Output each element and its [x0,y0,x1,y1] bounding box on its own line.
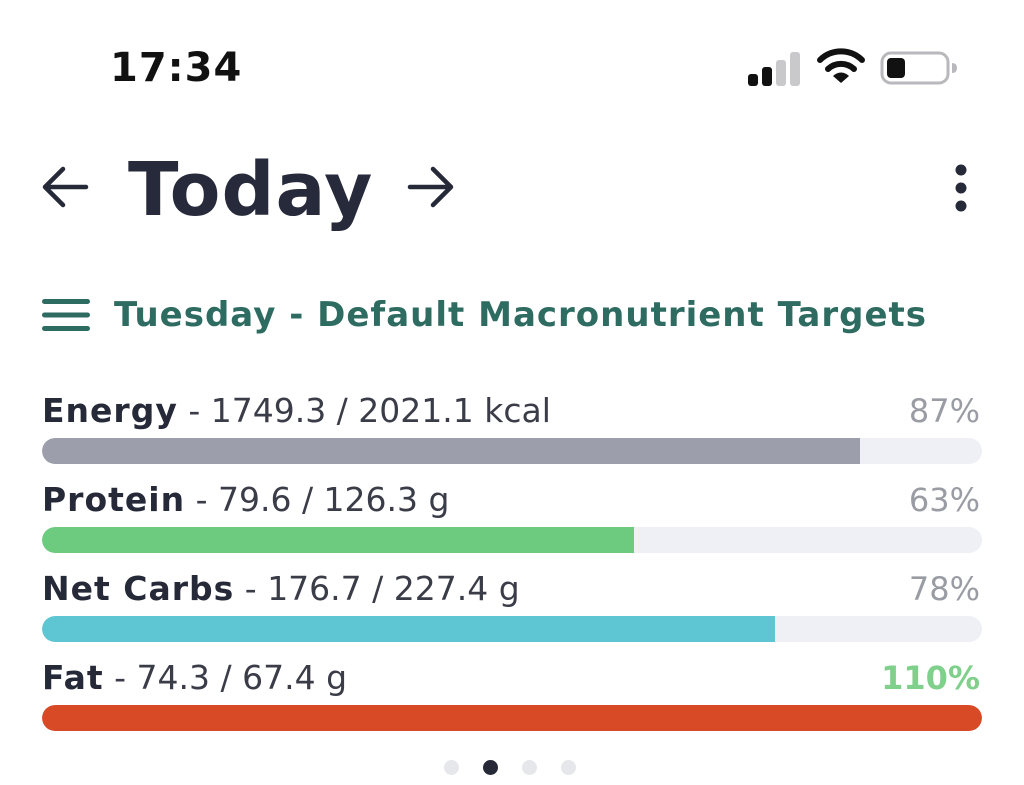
macro-amount: 176.7 / 227.4 g [267,569,520,608]
page-dot[interactable] [483,760,498,775]
macro-amount: 74.3 / 67.4 g [136,658,348,697]
arrow-right-icon[interactable] [406,164,456,210]
progress-fill [42,438,860,464]
page-title: Today [128,147,374,233]
macro-energy[interactable]: Energy - 1749.3 / 2021.1 kcal 87% [42,388,982,477]
status-time: 17:34 [110,45,243,91]
progress-fill [42,705,982,731]
wifi-icon [817,48,865,83]
arrow-left-icon[interactable] [40,164,90,210]
hamburger-menu-icon [42,299,90,331]
macro-percent: 87% [908,392,980,430]
progress-fill [42,527,635,553]
macro-list: Energy - 1749.3 / 2021.1 kcal 87% Protei… [42,388,982,744]
page-dot[interactable] [522,760,537,775]
progress-track [42,616,982,642]
macro-name: Protein [42,480,186,519]
status-bar: 17:34 [0,0,1024,120]
macro-name: Net Carbs [42,569,235,608]
targets-selector[interactable]: Tuesday - Default Macronutrient Targets [40,286,990,346]
macro-fat[interactable]: Fat - 74.3 / 67.4 g 110% [42,655,982,744]
macro-net-carbs[interactable]: Net Carbs - 176.7 / 227.4 g 78% [42,566,982,655]
progress-track [42,705,982,731]
page-dot[interactable] [561,760,576,775]
targets-label: Tuesday - Default Macronutrient Targets [114,295,928,335]
page-indicator [442,758,582,778]
macro-amount: 79.6 / 126.3 g [217,480,450,519]
macro-amount: 1749.3 / 2021.1 kcal [210,391,551,430]
macro-percent: 110% [881,659,980,697]
macro-protein[interactable]: Protein - 79.6 / 126.3 g 63% [42,477,982,566]
macro-percent: 63% [908,481,980,519]
macro-name: Energy [42,391,178,430]
cellular-signal-icon [748,52,800,86]
macro-name: Fat [42,658,104,697]
vertical-ellipsis-icon[interactable] [945,162,977,214]
progress-fill [42,616,776,642]
progress-track [42,527,982,553]
macro-percent: 78% [908,570,980,608]
battery-low-icon [880,51,957,85]
header: Today [0,140,1024,240]
progress-track [42,438,982,464]
page-dot[interactable] [444,760,459,775]
